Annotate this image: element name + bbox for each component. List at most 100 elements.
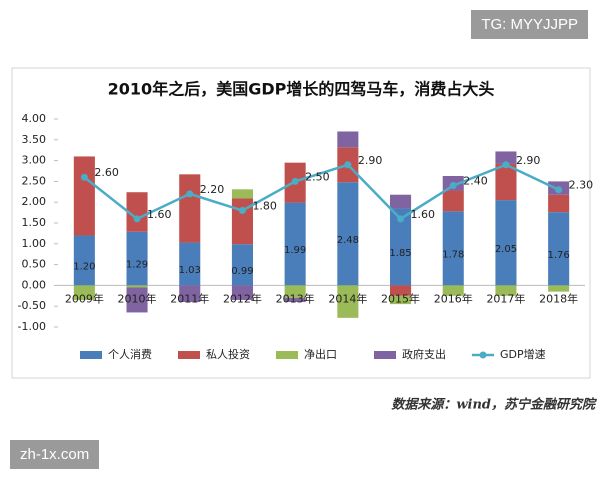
y-tick-label: 1.00	[22, 237, 47, 250]
data-label: 1.85	[389, 248, 411, 259]
y-tick-label: 2.00	[22, 195, 47, 208]
line-point	[291, 177, 299, 185]
x-tick-label: 2009年	[65, 291, 104, 305]
bar-segment	[284, 285, 306, 298]
line-point	[502, 161, 510, 169]
bar-segment	[126, 192, 148, 232]
legend-label: 私人投资	[206, 347, 250, 361]
data-label: 2.40	[463, 175, 488, 188]
data-label: 2.20	[200, 183, 225, 196]
legend-swatch	[276, 351, 298, 359]
y-tick-label: 3.00	[22, 154, 47, 167]
line-point	[449, 182, 457, 190]
bar-segment	[73, 156, 95, 236]
data-label: 1.60	[411, 208, 436, 221]
watermark: TG: MYYJJPP	[471, 10, 588, 39]
bar-segment	[337, 182, 359, 286]
data-label: 1.29	[126, 260, 148, 271]
x-tick-label: 2010年	[118, 291, 157, 305]
bar-segment	[495, 163, 517, 201]
data-label: 1.03	[179, 265, 201, 276]
y-tick-label: -1.00	[18, 320, 46, 333]
data-label: 2.90	[516, 154, 541, 167]
x-tick-label: 2016年	[434, 291, 473, 305]
bar-segment	[126, 287, 148, 313]
x-tick-label: 2017年	[486, 291, 525, 305]
bar-segment	[73, 235, 95, 286]
watermark: zh-1x.com	[10, 440, 100, 469]
bar-segment	[231, 285, 253, 300]
y-tick-label: 0.50	[22, 258, 47, 271]
bar-segment	[548, 285, 570, 292]
bar-segment	[284, 297, 306, 303]
line-point	[133, 215, 141, 223]
line-point	[186, 190, 194, 198]
line-point	[80, 173, 88, 181]
x-tick-label: 2013年	[276, 291, 315, 305]
bar-segment	[548, 194, 570, 213]
bar-segment	[495, 200, 517, 286]
data-label: 2.05	[495, 244, 517, 255]
bar-segment	[442, 190, 464, 212]
y-tick-label: 1.50	[22, 216, 47, 229]
data-label: 2.48	[337, 235, 359, 246]
data-label: 1.60	[147, 208, 172, 221]
x-tick-label: 2018年	[539, 291, 578, 305]
line-point	[238, 207, 246, 215]
bar-segment	[231, 244, 253, 286]
data-label: 1.80	[252, 200, 277, 213]
source-note: 数据来源：wind，苏宁金融研究院	[391, 397, 598, 413]
bar-segment	[390, 208, 412, 286]
legend-swatch	[374, 351, 396, 359]
x-tick-label: 2012年	[223, 291, 262, 305]
line	[83, 163, 560, 221]
legend-label: 净出口	[304, 347, 337, 361]
y-tick-label: -0.50	[18, 299, 46, 312]
chart-title: 2010年之后，美国GDP增长的四驾马车，消费占大头	[108, 80, 495, 99]
data-label: 1.20	[73, 261, 95, 272]
data-label: 2.60	[94, 166, 119, 179]
data-label: 1.76	[548, 250, 570, 261]
legend-swatch	[80, 351, 102, 359]
bar-segment	[179, 285, 201, 303]
bar-segment	[442, 285, 464, 296]
x-tick-label: 2011年	[170, 291, 209, 305]
y-tick-label: 3.50	[22, 133, 47, 146]
y-tick-label: 4.00	[22, 112, 47, 125]
legend-label: 个人消费	[108, 347, 152, 361]
bar-segment	[73, 285, 95, 300]
x-tick-label: 2014年	[328, 291, 367, 305]
bar-segment	[495, 151, 517, 164]
data-label: 1.78	[442, 249, 464, 260]
bar-segment	[126, 285, 148, 288]
bar-segment	[548, 212, 570, 286]
bar-segment	[495, 285, 517, 296]
bar-segment	[390, 285, 412, 296]
bar-segment	[231, 189, 253, 199]
line-point	[397, 215, 405, 223]
bar-segment	[337, 131, 359, 148]
bar-segment	[179, 174, 201, 243]
x-tick-label: 2015年	[381, 291, 420, 305]
bar-segment	[390, 194, 412, 209]
legend-swatch	[479, 351, 487, 359]
legend-label: 政府支出	[402, 347, 446, 361]
legend-swatch	[178, 351, 200, 359]
data-label: 2.30	[569, 179, 594, 192]
y-tick-label: 2.50	[22, 174, 47, 187]
bar-segment	[337, 285, 359, 318]
bar-segment	[179, 242, 201, 286]
data-label: 0.99	[231, 266, 253, 277]
data-label: 2.90	[358, 154, 383, 167]
bar-segment	[442, 211, 464, 286]
bar-segment	[390, 295, 412, 305]
bar-segment	[126, 231, 148, 286]
legend-label: GDP增速	[500, 347, 546, 361]
line-point	[555, 186, 563, 194]
y-tick-label: 0.00	[22, 278, 47, 291]
data-label: 2.50	[305, 170, 330, 183]
bar-segment	[284, 202, 306, 286]
line-point	[344, 161, 352, 169]
